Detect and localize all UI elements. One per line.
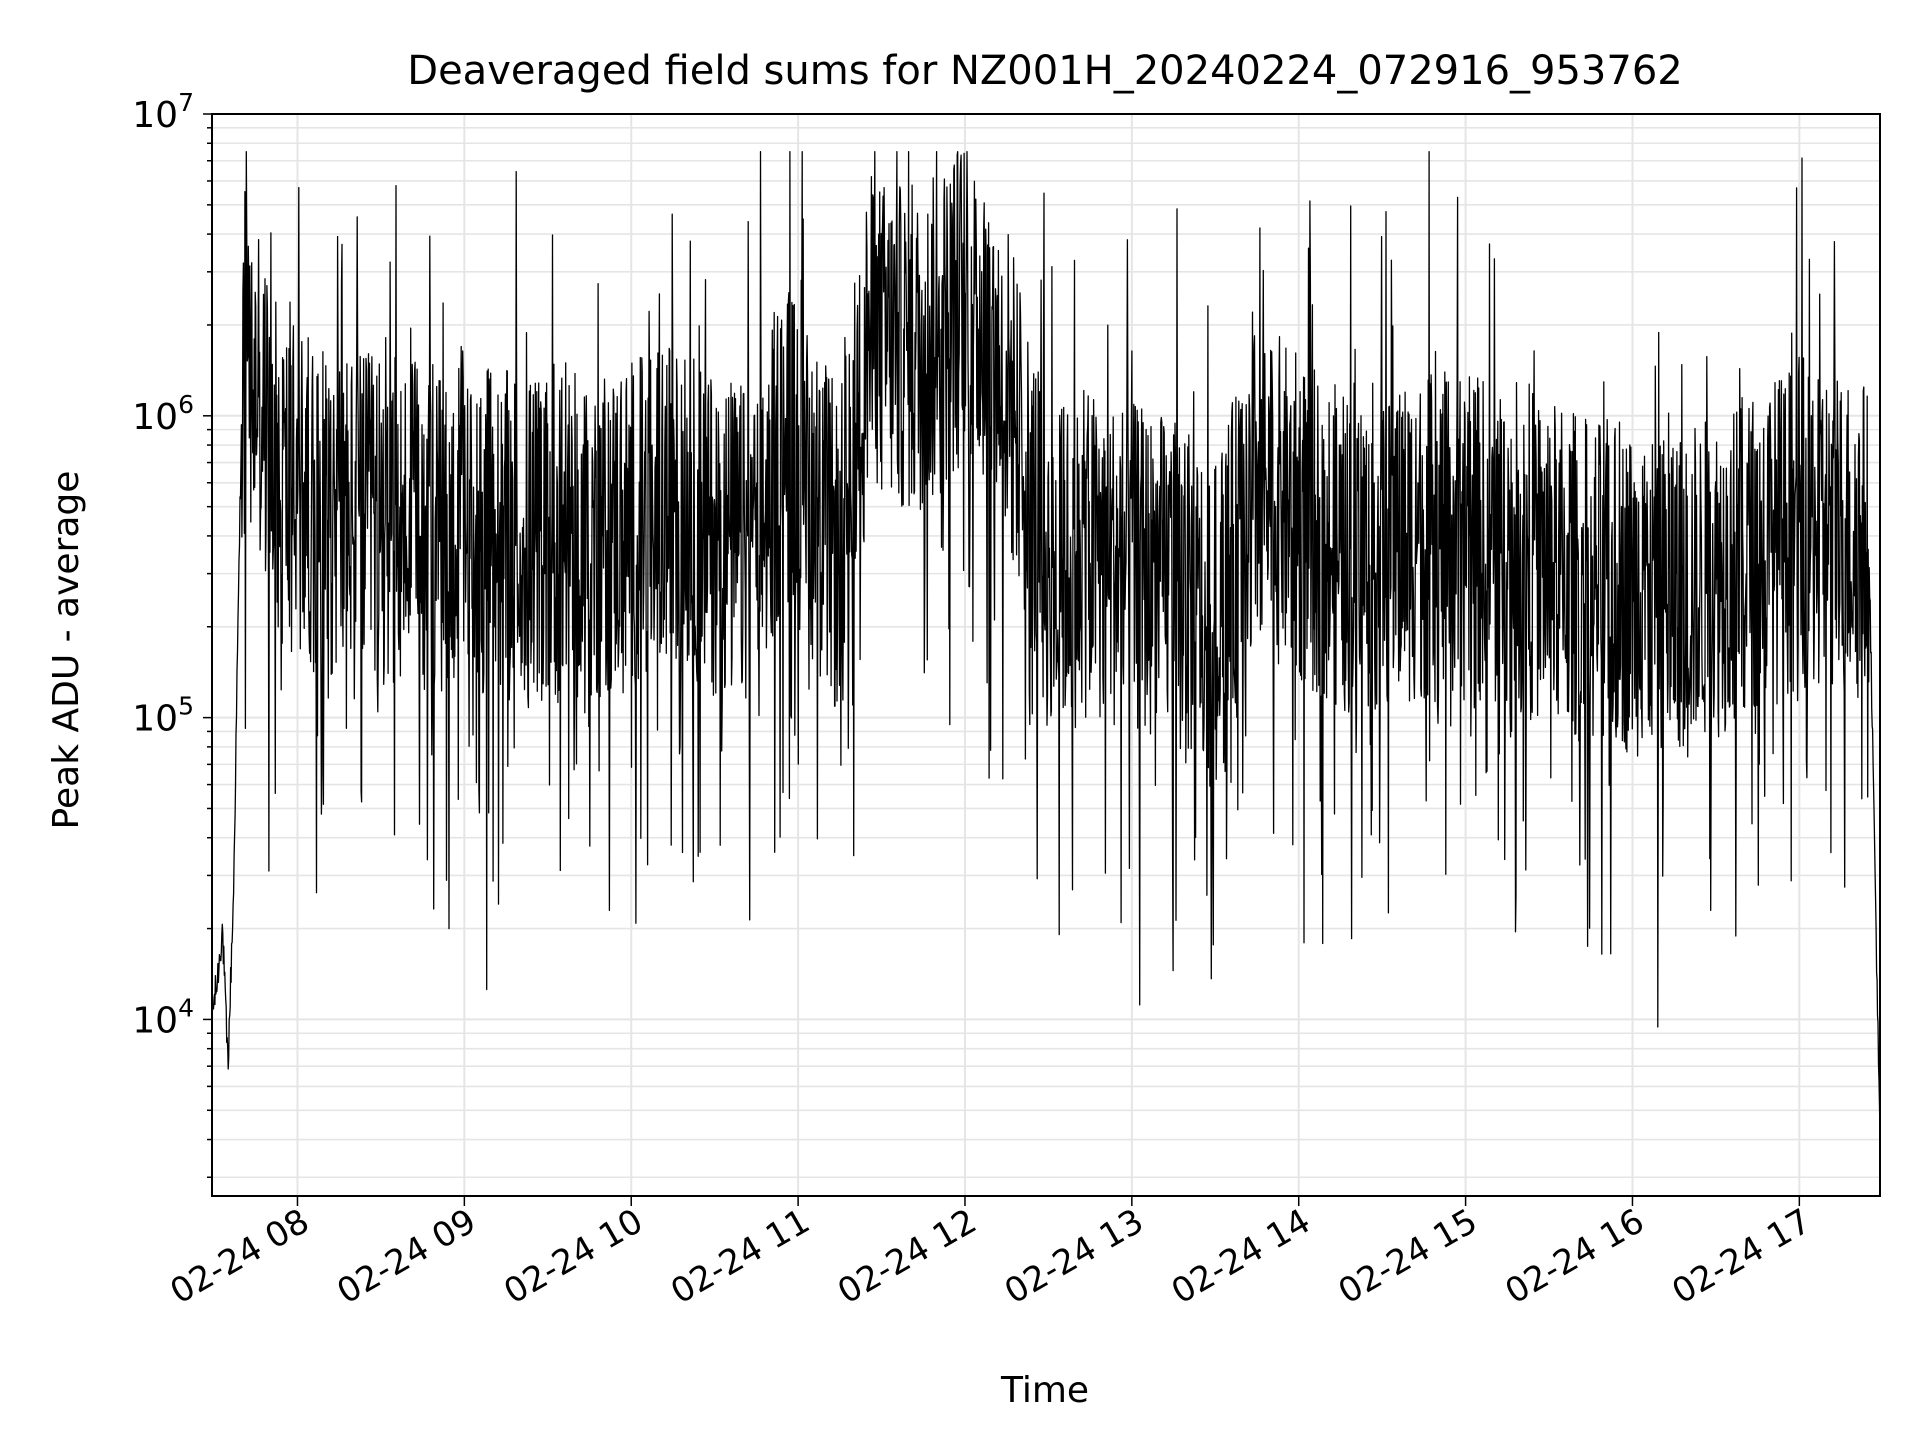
y-tick-label: 104 xyxy=(132,993,194,1041)
x-axis-label: Time xyxy=(1000,1370,1089,1411)
series-layer xyxy=(211,151,1881,1136)
y-tick-label: 107 xyxy=(132,88,194,136)
series-line xyxy=(211,151,1881,1136)
plot-frame xyxy=(211,113,1881,1197)
y-axis-label: Peak ADU - average xyxy=(46,471,87,830)
chart-title: Deaveraged field sums for NZ001H_2024022… xyxy=(407,48,1682,94)
y-tick-label: 106 xyxy=(132,390,194,438)
y-tick-label: 105 xyxy=(132,692,194,740)
